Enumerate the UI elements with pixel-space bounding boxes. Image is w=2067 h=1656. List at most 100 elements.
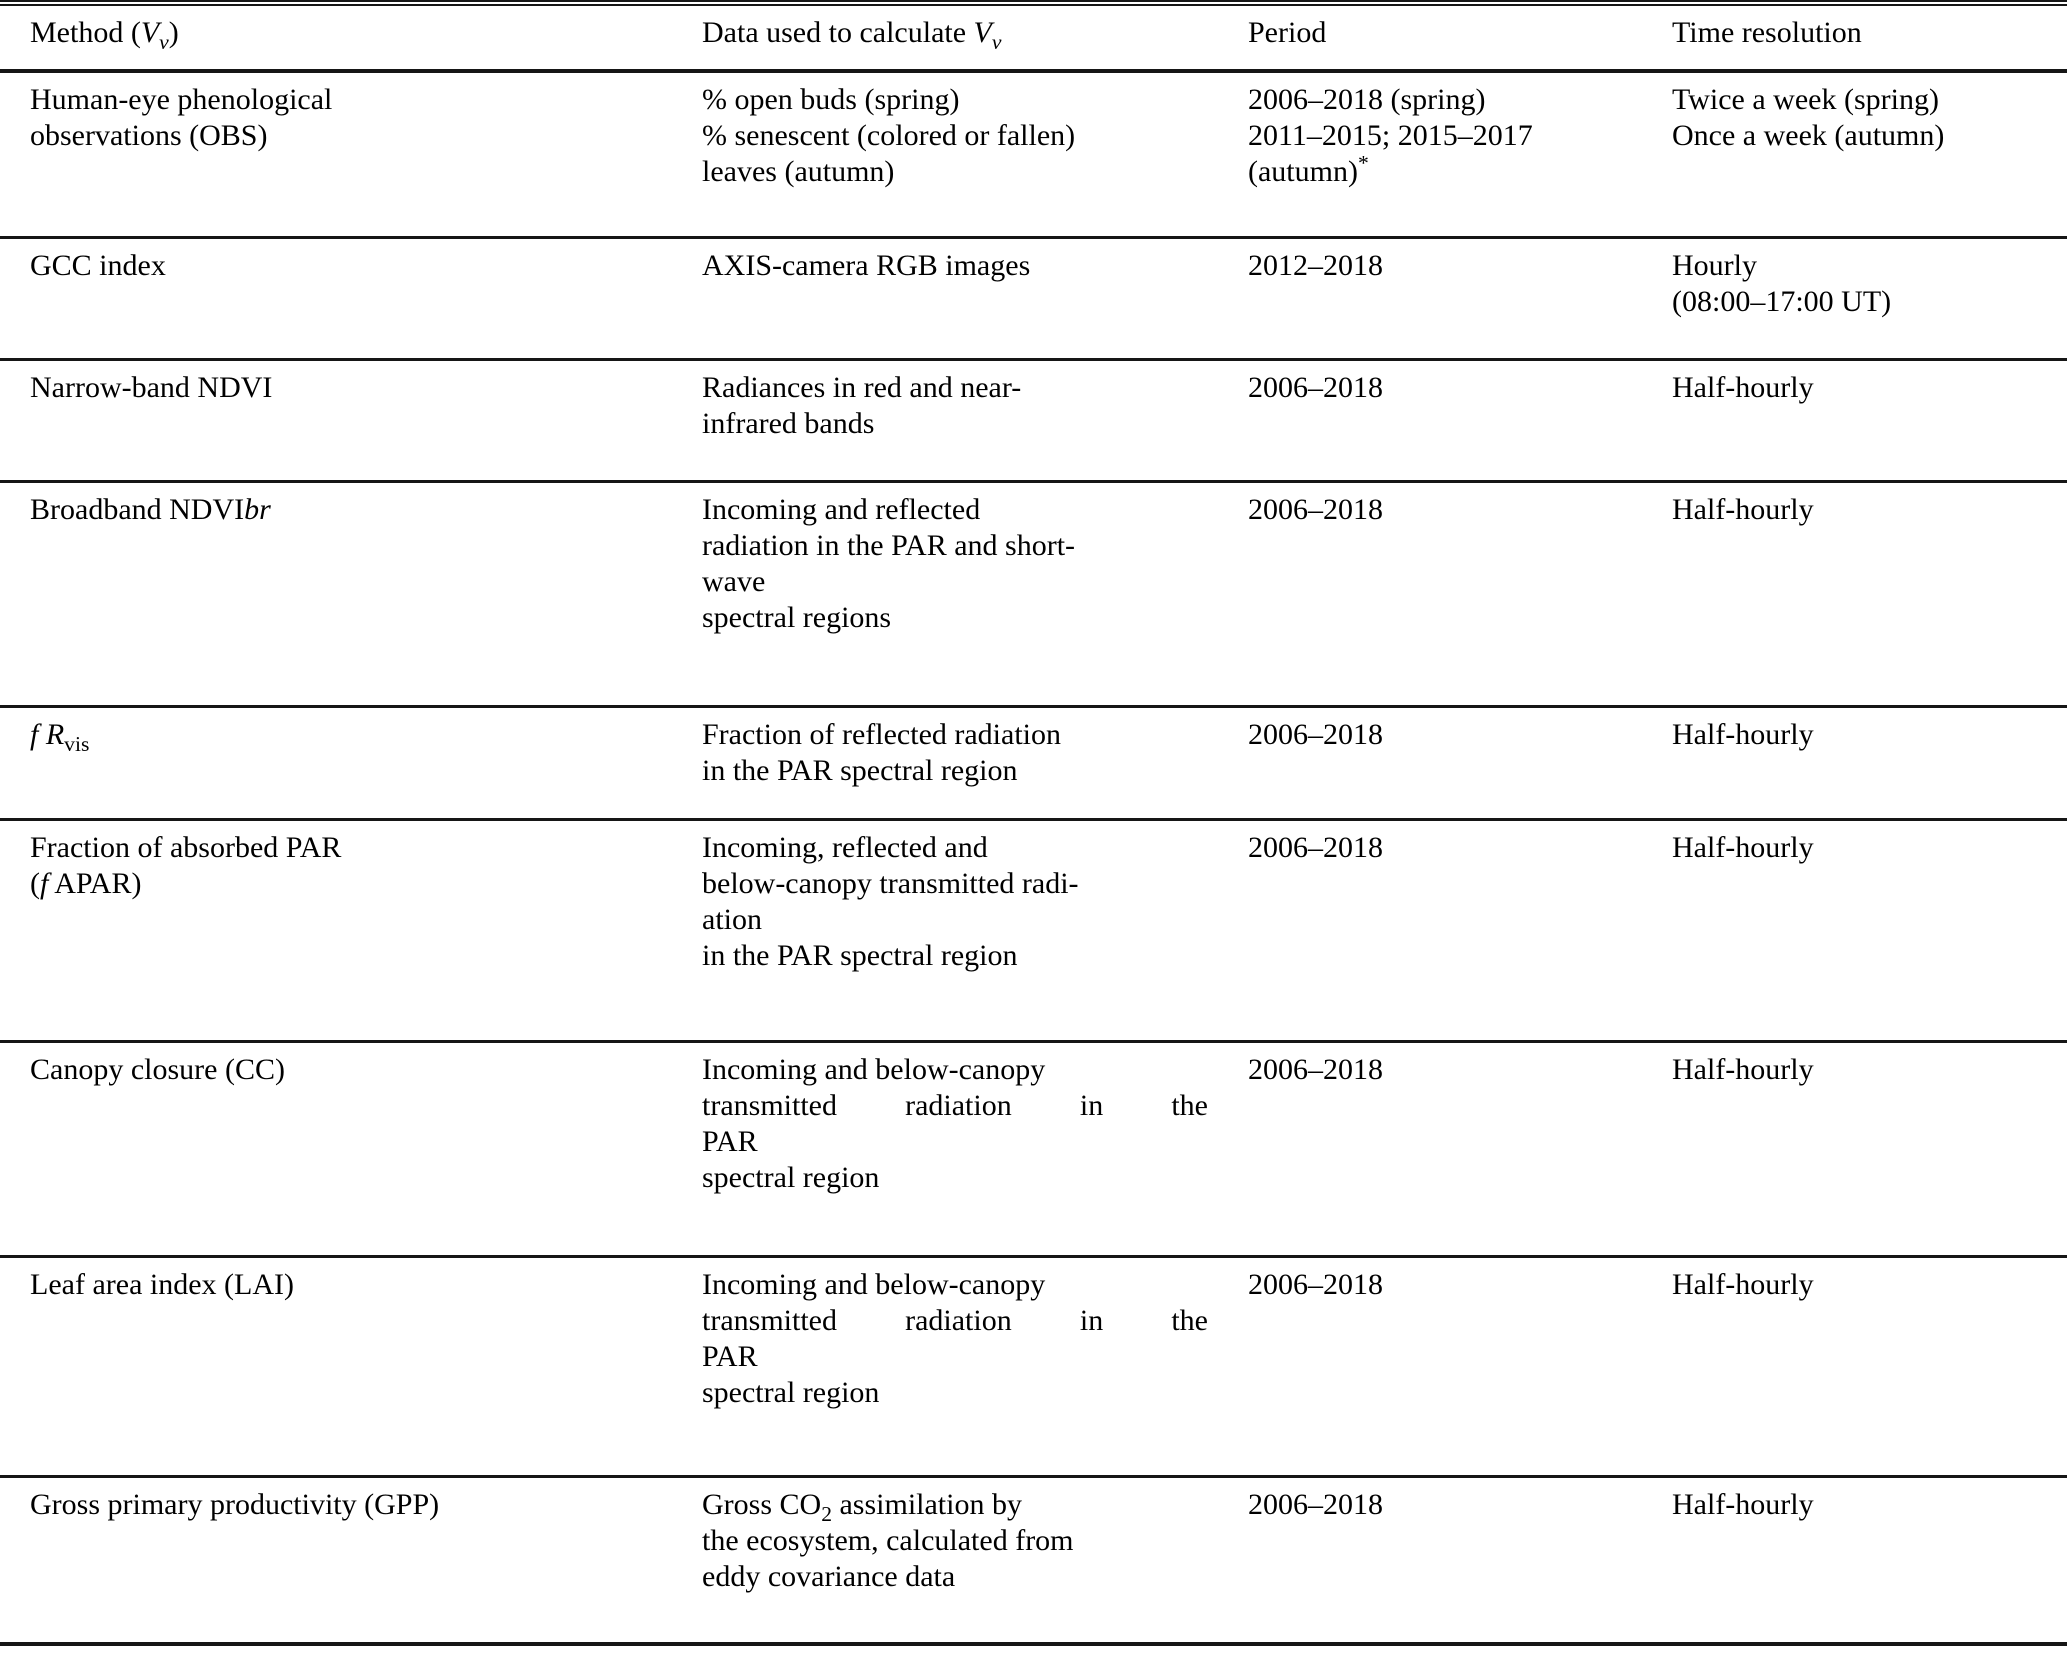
header-row: Method (Vv) Data used to calculate Vv Peri… (0, 3, 2067, 71)
cell-method: Human-eye phenological observations (OBS) (0, 71, 702, 237)
cell-resolution: Half-hourly (1672, 481, 2067, 706)
cell-line: 2006–2018 (1248, 830, 1383, 864)
cell-line: 2006–2018 (1248, 1267, 1383, 1301)
cell-line: Gross CO2 assimilation by (702, 1487, 1022, 1526)
cell-resolution: Half-hourly (1672, 1041, 2067, 1256)
cell-period: 2006–2018 (1248, 481, 1672, 706)
table-header: Method (Vv) Data used to calculate Vv Peri… (0, 3, 2067, 71)
cell-period: 2006–2018 (spring) 2011–2015; 2015–2017 (a… (1248, 71, 1672, 237)
table-row: Fraction of absorbed PAR (f APAR) Incoming… (0, 819, 2067, 1041)
cell-resolution: Half-hourly (1672, 1476, 2067, 1644)
table-row: GCC index AXIS-camera RGB images 2012–2018… (0, 237, 2067, 359)
cell-line: Half-hourly (1672, 370, 1814, 404)
cell-line: 2006–2018 (1248, 492, 1383, 526)
cell-line: in the PAR spectral region (702, 753, 1018, 787)
cell-line: (08:00–17:00 UT) (1672, 284, 1892, 318)
cell-line: Incoming, reflected and (702, 830, 988, 864)
cell-method: GCC index (0, 237, 702, 359)
cell-line: AXIS-camera RGB images (702, 248, 1031, 282)
cell-line: spectral region (702, 1375, 880, 1409)
cell-line: 2006–2018 (1248, 1052, 1383, 1086)
cell-method: Broadband NDVIbr (0, 481, 702, 706)
cell-line: transmitted radiation in the (702, 1088, 1208, 1122)
cell-line: in the PAR spectral region (702, 938, 1018, 972)
cell-line: infrared bands (702, 406, 875, 440)
cell-line: (autumn)* (1248, 151, 1369, 188)
cell-method: Narrow-band NDVI (0, 359, 702, 481)
cell-line: Fraction of reflected radiation (702, 717, 1062, 751)
cell-line: Narrow-band NDVI (30, 370, 273, 404)
table-row: Human-eye phenological observations (OBS)… (0, 71, 2067, 237)
cell-line: below-canopy transmitted radi- (702, 866, 1079, 900)
cell-line: 2006–2018 (1248, 370, 1383, 404)
cell-line: Half-hourly (1672, 830, 1814, 864)
cell-resolution: Half-hourly (1672, 819, 2067, 1041)
cell-line: Fraction of absorbed PAR (30, 830, 342, 864)
cell-line: PAR (702, 1339, 758, 1373)
cell-period: 2012–2018 (1248, 237, 1672, 359)
cell-line: Half-hourly (1672, 1052, 1814, 1086)
cell-line: Broadband NDVIbr (30, 492, 271, 526)
cell-line: f Rvis (30, 717, 90, 756)
table-row: Canopy closure (CC) Incoming and below-ca… (0, 1041, 2067, 1256)
cell-line: Incoming and below-canopy (702, 1267, 1046, 1301)
cell-resolution: Hourly (08:00–17:00 UT) (1672, 237, 2067, 359)
cell-period: 2006–2018 (1248, 1256, 1672, 1476)
cell-line: leaves (autumn) (702, 155, 895, 188)
cell-line: Incoming and below-canopy (702, 1052, 1046, 1086)
table-row: f Rvis Fraction of reflected radiation in … (0, 706, 2067, 819)
cell-line: observations (OBS) (30, 119, 268, 152)
cell-data: Fraction of reflected radiation in the PA… (702, 706, 1248, 819)
cell-line: GCC index (30, 248, 166, 282)
cell-line: radiation in the PAR and short- (702, 528, 1076, 562)
cell-line: Hourly (1672, 248, 1757, 282)
cell-line: Canopy closure (CC) (30, 1052, 285, 1086)
table-row: Narrow-band NDVI Radiances in red and nea… (0, 359, 2067, 481)
cell-data: Incoming, reflected and below-canopy tran… (702, 819, 1248, 1041)
cell-data: Incoming and below-canopy transmitted rad… (702, 1256, 1248, 1476)
cell-line: eddy covariance data (702, 1559, 956, 1593)
cell-data: Gross CO2 assimilation by the ecosystem, … (702, 1476, 1248, 1644)
cell-method: Leaf area index (LAI) (0, 1256, 702, 1476)
header-cell-1: Data used to calculate Vv (702, 16, 1002, 54)
cell-line: Half-hourly (1672, 492, 1814, 526)
cell-resolution: Half-hourly (1672, 706, 2067, 819)
header-cell-0: Method (Vv) (30, 16, 179, 54)
cell-line: transmitted radiation in the (702, 1303, 1208, 1337)
cell-line: ation (702, 902, 762, 936)
table-row: Leaf area index (LAI) Incoming and below-… (0, 1256, 2067, 1476)
cell-data: Incoming and reflected radiation in the P… (702, 481, 1248, 706)
table-row: Gross primary productivity (GPP) Gross CO… (0, 1476, 2067, 1644)
cell-line: (f APAR) (30, 866, 142, 900)
cell-period: 2006–2018 (1248, 1476, 1672, 1644)
cell-method: Canopy closure (CC) (0, 1041, 702, 1256)
table-row: Broadband NDVIbr Incoming and reflected ra… (0, 481, 2067, 706)
cell-line: wave (702, 564, 766, 598)
cell-data: Radiances in red and near-infrared bands (702, 359, 1248, 481)
cell-line: 2006–2018 (1248, 1487, 1383, 1521)
cell-line: Half-hourly (1672, 1487, 1814, 1521)
cell-line: 2006–2018 (1248, 717, 1383, 751)
cell-resolution: Half-hourly (1672, 1256, 2067, 1476)
cell-line: Half-hourly (1672, 1267, 1814, 1301)
cell-line: Half-hourly (1672, 717, 1814, 751)
header-cell-3: Time resolution (1672, 16, 1862, 49)
cell-period: 2006–2018 (1248, 1041, 1672, 1256)
cell-line: Once a week (autumn) (1672, 119, 1945, 152)
cell-line: Human-eye phenological (30, 83, 333, 116)
cell-period: 2006–2018 (1248, 819, 1672, 1041)
cell-line: Twice a week (spring) (1672, 83, 1939, 116)
cell-method: f Rvis (0, 706, 702, 819)
cell-line: 2011–2015; 2015–2017 (1248, 119, 1533, 152)
cell-line: spectral regions (702, 600, 892, 634)
cell-line: the ecosystem, calculated from (702, 1523, 1074, 1557)
cell-line: % open buds (spring) (702, 83, 960, 116)
cell-data: % open buds (spring)% senescent (colored… (702, 71, 1248, 237)
table-body: Human-eye phenological observations (OBS)… (0, 71, 2067, 1644)
cell-period: 2006–2018 (1248, 706, 1672, 819)
cell-line: Radiances in red and near- (702, 370, 1022, 404)
cell-method: Fraction of absorbed PAR (f APAR) (0, 819, 702, 1041)
cell-resolution: Half-hourly (1672, 359, 2067, 481)
header-cell-2: Period (1248, 16, 1327, 49)
